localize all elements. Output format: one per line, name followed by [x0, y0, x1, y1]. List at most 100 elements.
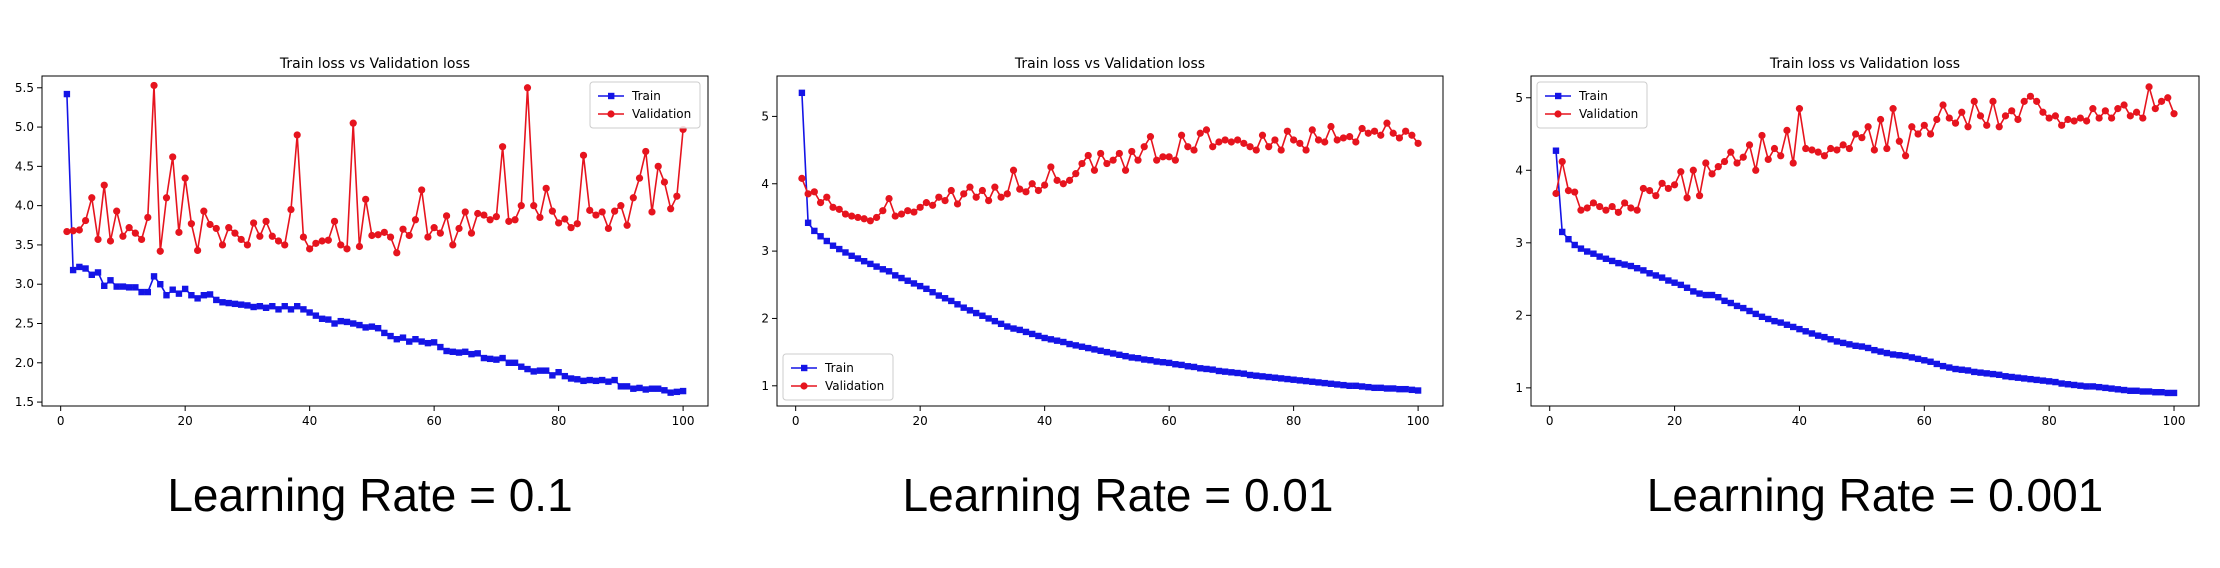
validation-marker	[1202, 126, 1211, 134]
train-marker	[567, 375, 575, 382]
validation-marker	[312, 239, 320, 247]
train-marker	[76, 263, 83, 271]
train-marker	[244, 302, 251, 309]
validation-marker	[69, 227, 77, 235]
validation-marker	[337, 241, 345, 249]
train-marker	[935, 292, 943, 299]
validation-marker	[1870, 146, 1878, 154]
validation-marker	[368, 231, 376, 240]
train-marker	[1340, 381, 1347, 389]
train-marker	[1265, 373, 1272, 381]
train-marker	[642, 386, 649, 393]
train-marker	[1184, 363, 1192, 370]
train-marker	[1147, 357, 1154, 364]
validation-marker	[349, 119, 357, 127]
train-marker	[1178, 361, 1185, 369]
legend-validation-marker	[800, 382, 808, 390]
validation-marker	[449, 241, 457, 249]
validation-marker	[1702, 159, 1710, 167]
train-marker	[1022, 328, 1030, 336]
train-marker	[1696, 290, 1703, 297]
train-marker	[2170, 389, 2178, 397]
train-marker	[269, 303, 276, 310]
train-marker	[1602, 255, 1610, 262]
train-marker	[1771, 317, 1778, 325]
train-marker	[1877, 348, 1884, 355]
x-tick-label: 40	[1792, 414, 1807, 428]
validation-marker	[1652, 192, 1660, 200]
train-marker	[399, 334, 407, 341]
validation-marker	[1153, 156, 1161, 164]
legend-train-label: Train	[1578, 89, 1608, 103]
validation-marker	[274, 237, 283, 245]
train-marker	[1740, 304, 1747, 312]
train-marker	[1846, 341, 1853, 348]
train-marker	[1646, 270, 1653, 277]
validation-marker	[953, 200, 962, 208]
train-marker	[318, 315, 326, 322]
legend-box	[589, 81, 701, 129]
x-tick-label: 100	[2163, 414, 2186, 428]
legend-validation-label: Validation	[632, 107, 691, 121]
train-marker	[879, 266, 887, 273]
train-marker	[1047, 336, 1055, 343]
train-marker	[1889, 351, 1897, 358]
validation-marker	[505, 217, 513, 225]
train-marker	[518, 363, 525, 370]
validation-marker	[592, 211, 600, 219]
train-marker	[1414, 387, 1422, 394]
x-tick-label: 100	[1407, 414, 1430, 428]
validation-marker	[1933, 115, 1941, 124]
train-marker	[1583, 248, 1591, 255]
validation-marker	[2170, 110, 2178, 118]
validation-marker	[306, 245, 314, 253]
train-marker	[2139, 388, 2147, 395]
validation-marker	[2151, 105, 2159, 113]
validation-marker	[2039, 108, 2047, 116]
train-marker	[2077, 382, 2084, 389]
validation-marker	[654, 162, 662, 170]
validation-marker	[374, 231, 382, 239]
validation-marker	[2045, 114, 2053, 122]
train-marker	[1271, 374, 1279, 381]
validation-marker	[268, 232, 276, 240]
train-marker	[1091, 346, 1098, 353]
validation-marker	[1596, 202, 1604, 211]
train-marker	[592, 377, 600, 385]
train-marker	[1333, 381, 1341, 388]
legend-box	[1536, 81, 1648, 129]
train-marker	[1085, 344, 1092, 352]
validation-marker	[1352, 138, 1360, 146]
train-marker	[2089, 383, 2097, 390]
validation-marker	[1820, 152, 1829, 160]
validation-marker	[1327, 122, 1335, 131]
validation-marker	[2114, 105, 2122, 113]
train-marker	[362, 324, 369, 331]
validation-marker	[1171, 156, 1179, 164]
validation-marker	[1845, 144, 1853, 153]
train-marker	[1377, 384, 1384, 392]
train-marker	[817, 233, 824, 240]
validation-marker	[604, 224, 613, 233]
train-marker	[1640, 267, 1647, 274]
validation-marker	[1383, 119, 1391, 127]
train-marker	[1833, 338, 1841, 345]
chart-title: Train loss vs Validation loss	[1014, 56, 1205, 72]
train-marker	[287, 306, 295, 313]
train-marker	[1814, 332, 1822, 339]
validation-marker	[623, 221, 631, 229]
validation-marker	[823, 193, 831, 201]
validation-marker	[860, 215, 868, 223]
validation-marker	[474, 209, 482, 218]
train-marker	[169, 286, 176, 293]
train-marker	[960, 304, 967, 311]
validation-marker	[1583, 204, 1591, 212]
validation-marker	[113, 207, 121, 215]
train-marker	[325, 316, 332, 323]
train-marker	[985, 315, 992, 322]
validation-marker	[1302, 146, 1310, 154]
train-marker	[443, 347, 450, 355]
validation-marker	[1945, 114, 1953, 122]
chart-title: Train loss vs Validation loss	[1769, 56, 1960, 72]
validation-marker	[81, 216, 90, 225]
